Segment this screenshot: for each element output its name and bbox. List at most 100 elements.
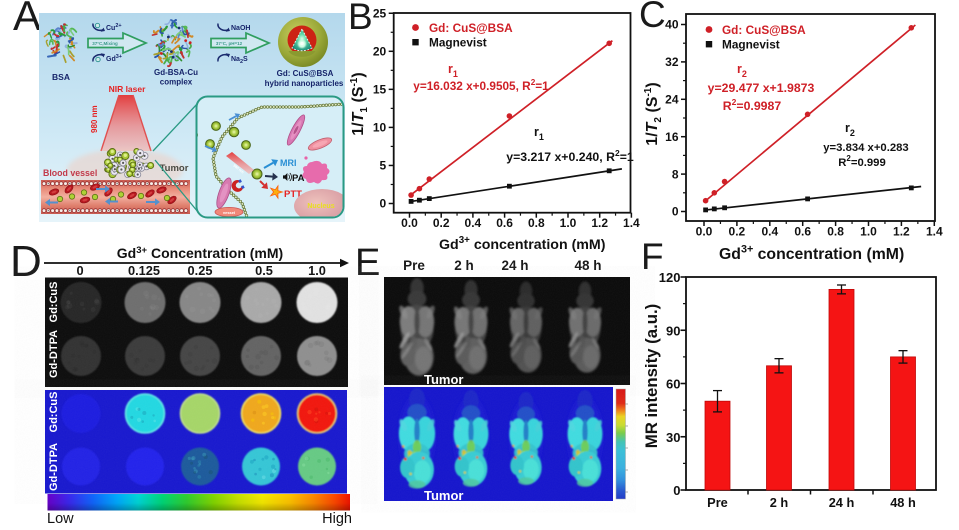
svg-text:Na2S: Na2S <box>231 56 248 65</box>
svg-text:y=16.032 x+0.9505, R2=1: y=16.032 x+0.9505, R2=1 <box>413 78 549 93</box>
svg-text:F: F <box>641 236 664 277</box>
svg-text:120: 120 <box>659 270 681 285</box>
svg-text:Gd-DTPA: Gd-DTPA <box>48 443 60 491</box>
svg-text:60: 60 <box>666 377 680 392</box>
svg-text:NaOH: NaOH <box>231 25 250 32</box>
svg-text:complex: complex <box>160 78 193 87</box>
svg-text:980 nm: 980 nm <box>90 105 99 133</box>
svg-text:PA: PA <box>292 173 305 184</box>
svg-text:90: 90 <box>666 323 680 338</box>
svg-text:0.2: 0.2 <box>433 216 450 230</box>
svg-text:Gd3+: Gd3+ <box>106 54 122 63</box>
svg-text:Magnevist: Magnevist <box>722 38 780 52</box>
svg-text:1.0: 1.0 <box>560 216 577 230</box>
svg-text:y=29.477 x+1.9873: y=29.477 x+1.9873 <box>708 81 815 95</box>
svg-text:Gd: CuS@BSA: Gd: CuS@BSA <box>722 23 806 37</box>
svg-text:1.2: 1.2 <box>591 216 608 230</box>
svg-text:Gd3+ concentration (mM): Gd3+ concentration (mM) <box>439 235 606 253</box>
svg-text:0: 0 <box>380 197 387 211</box>
svg-text:Blood vessel: Blood vessel <box>43 168 97 178</box>
svg-text:0: 0 <box>673 483 680 498</box>
svg-text:37°C, pH=12: 37°C, pH=12 <box>216 41 243 46</box>
svg-text:Tumor: Tumor <box>160 163 189 174</box>
svg-text:High: High <box>322 511 352 527</box>
svg-text:1.0: 1.0 <box>860 225 877 239</box>
svg-text:980 nm: 980 nm <box>232 164 244 175</box>
svg-text:1.2: 1.2 <box>893 225 910 239</box>
svg-text:0.4: 0.4 <box>465 216 482 230</box>
svg-text:A: A <box>13 0 41 39</box>
svg-text:Nucleus: Nucleus <box>307 203 334 210</box>
svg-text:0.8: 0.8 <box>827 225 844 239</box>
svg-text:0.2: 0.2 <box>729 225 746 239</box>
svg-text:0.4: 0.4 <box>761 225 778 239</box>
svg-text:y=3.217 x+0.240, R2=1: y=3.217 x+0.240, R2=1 <box>506 148 634 164</box>
svg-text:2 h: 2 h <box>454 258 474 273</box>
svg-text:vessel: vessel <box>223 210 235 215</box>
svg-text:r1: r1 <box>448 62 458 79</box>
svg-text:C: C <box>639 0 666 35</box>
svg-text:R2=0.9987: R2=0.9987 <box>723 97 782 113</box>
svg-text:1.0: 1.0 <box>308 263 326 278</box>
svg-text:MR intensity (a.u.): MR intensity (a.u.) <box>642 304 661 449</box>
svg-text:Gd3+ Concentration (mM): Gd3+ Concentration (mM) <box>117 245 283 261</box>
svg-text:r2: r2 <box>845 121 855 138</box>
svg-text:Gd:CuS: Gd:CuS <box>48 282 60 323</box>
svg-text:y=3.834 x+0.283: y=3.834 x+0.283 <box>823 142 908 154</box>
svg-text:48 h: 48 h <box>574 258 601 273</box>
svg-text:Gd:CuS: Gd:CuS <box>48 392 60 433</box>
svg-text:r1: r1 <box>534 125 544 142</box>
svg-text:MRI: MRI <box>280 158 297 168</box>
svg-text:24 h: 24 h <box>501 258 528 273</box>
svg-text:Gd-BSA-Cu: Gd-BSA-Cu <box>154 68 198 77</box>
svg-text:16: 16 <box>665 130 679 144</box>
svg-text:1/T2 (S-1): 1/T2 (S-1) <box>643 82 664 145</box>
svg-text:Gd: CuS@BSA: Gd: CuS@BSA <box>277 69 334 78</box>
svg-text:0.8: 0.8 <box>528 216 545 230</box>
svg-text:Gd-DTPA: Gd-DTPA <box>48 330 60 378</box>
svg-text:0: 0 <box>76 263 83 278</box>
svg-text:Pre: Pre <box>707 495 728 510</box>
svg-text:20: 20 <box>373 45 387 59</box>
svg-text:5: 5 <box>380 159 387 173</box>
svg-text:0.125: 0.125 <box>128 263 160 278</box>
svg-text:37°C,Mixing: 37°C,Mixing <box>92 41 118 46</box>
svg-text:r2: r2 <box>737 62 747 79</box>
svg-text:R2=0.999: R2=0.999 <box>838 154 886 169</box>
svg-text:Magnevist: Magnevist <box>429 36 487 50</box>
svg-text:BSA: BSA <box>52 72 70 82</box>
svg-text:25: 25 <box>373 6 387 20</box>
svg-text:PTT: PTT <box>284 189 302 200</box>
svg-text:1.4: 1.4 <box>623 216 640 230</box>
svg-text:48 h: 48 h <box>890 495 916 510</box>
svg-text:Tumor: Tumor <box>424 372 463 387</box>
svg-text:1.4: 1.4 <box>926 225 943 239</box>
svg-text:8: 8 <box>672 167 679 181</box>
svg-text:1/T1 (S-1): 1/T1 (S-1) <box>349 72 370 135</box>
svg-text:hybrid nanoparticles: hybrid nanoparticles <box>265 79 344 88</box>
svg-text:24: 24 <box>665 93 679 107</box>
svg-text:Pre: Pre <box>403 258 425 273</box>
svg-text:D: D <box>10 237 42 286</box>
svg-text:Tumor: Tumor <box>424 488 463 503</box>
svg-text:NIR laser: NIR laser <box>109 84 147 94</box>
svg-text:0.6: 0.6 <box>496 216 513 230</box>
svg-text:24 h: 24 h <box>829 495 855 510</box>
svg-text:32: 32 <box>665 55 679 69</box>
svg-text:0.5: 0.5 <box>255 263 273 278</box>
svg-text:0.0: 0.0 <box>401 216 418 230</box>
svg-text:E: E <box>355 242 380 284</box>
svg-text:0: 0 <box>672 205 679 219</box>
svg-text:15: 15 <box>373 83 387 97</box>
svg-text:0.0: 0.0 <box>696 225 713 239</box>
svg-text:30: 30 <box>666 430 680 445</box>
svg-text:Gd3+ concentration (mM): Gd3+ concentration (mM) <box>719 244 904 264</box>
svg-text:Cu2+: Cu2+ <box>106 23 122 32</box>
svg-text:2 h: 2 h <box>770 495 789 510</box>
svg-text:B: B <box>348 0 373 37</box>
svg-text:0.25: 0.25 <box>188 263 213 278</box>
svg-text:40: 40 <box>665 18 679 32</box>
svg-text:0.6: 0.6 <box>794 225 811 239</box>
svg-text:Gd: CuS@BSA: Gd: CuS@BSA <box>429 21 513 35</box>
svg-text:10: 10 <box>373 121 387 135</box>
